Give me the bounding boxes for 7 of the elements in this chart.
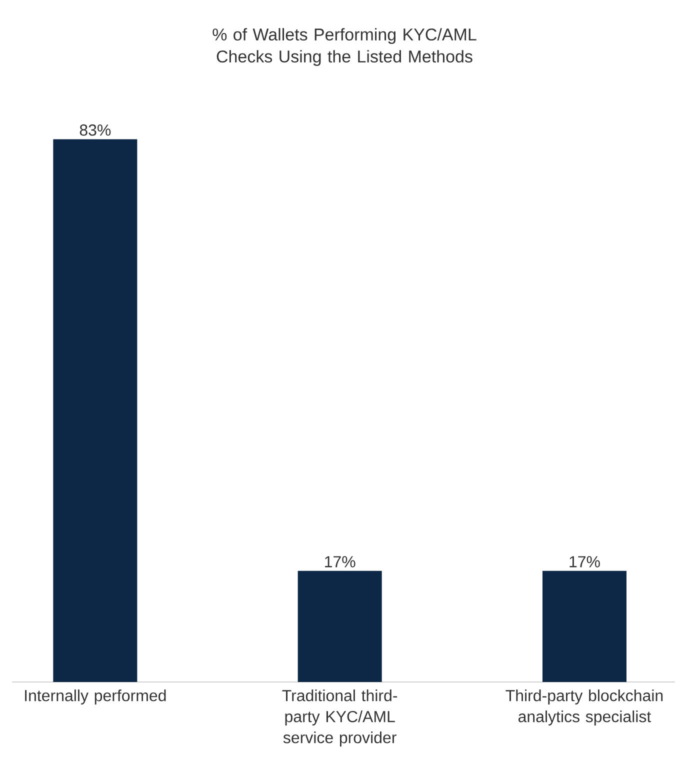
x-tick-label: Internally performed bbox=[25, 690, 166, 704]
chart-title: % of Wallets Performing KYC/AML Checks Using the Listed Methods bbox=[212, 28, 476, 66]
data-label: 17% bbox=[325, 556, 356, 568]
x-tick-label: Third-party blockchain analytics specialist bbox=[506, 690, 663, 726]
data-label: 83% bbox=[80, 124, 111, 136]
x-tick-label: Traditional third-party KYC/AML service provider bbox=[282, 690, 398, 746]
data-label: 17% bbox=[570, 556, 600, 568]
